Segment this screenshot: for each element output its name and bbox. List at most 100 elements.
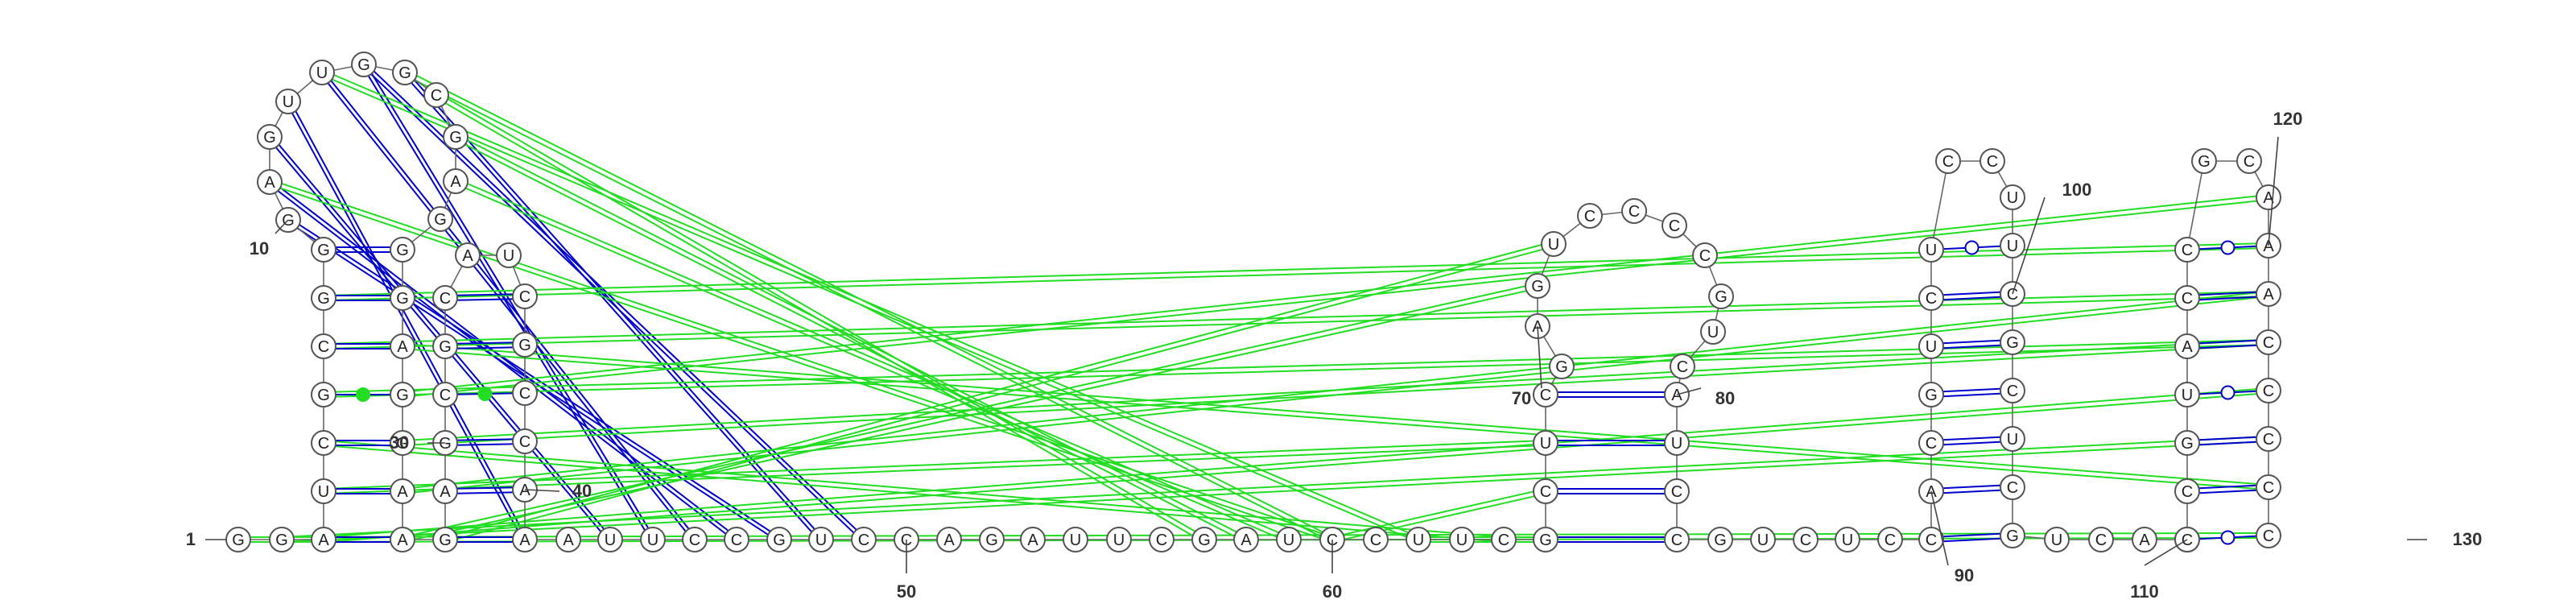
nucleotide-circle [555, 527, 581, 552]
nucleotide-circle [390, 333, 415, 359]
nucleotide-circle [1662, 213, 1687, 238]
noncanonical-pair-marker [2220, 385, 2235, 400]
nucleotide-113: U [2174, 382, 2200, 407]
nucleotide-letter: G [1925, 387, 1938, 404]
nucleotide-circle [2174, 285, 2200, 311]
nucleotide-circle [1979, 148, 2005, 174]
nucleotide-circle [275, 89, 301, 114]
nucleotide-84: G [1707, 527, 1733, 552]
pseudoknot-pair-line [324, 391, 2269, 543]
nucleotide-56: C [1149, 527, 1174, 552]
nucleotide-letter: G [275, 532, 288, 549]
nucleotide-letter: G [773, 532, 786, 549]
nucleotide-27: A [390, 527, 415, 552]
nucleotide-letter: U [283, 93, 294, 111]
nucleotide-circle [851, 527, 877, 552]
nucleotide-circle [512, 428, 538, 454]
nucleotide-7: C [311, 333, 336, 359]
nucleotide-letter: G [439, 532, 452, 549]
nucleotide-86: C [1793, 527, 1818, 552]
nucleotide-circle [1533, 527, 1558, 552]
nucleotide-108: A [2132, 527, 2157, 552]
nucleotide-circle [2132, 527, 2157, 552]
nucleotide-circle [390, 237, 415, 263]
nucleotide-circle [808, 527, 834, 552]
nucleotide-circle [432, 478, 458, 504]
nucleotide-letter: C [1671, 532, 1682, 549]
nucleotide-letter: C [440, 387, 451, 404]
nucleotide-letter: U [1540, 435, 1551, 453]
nucleotide-letter: C [1926, 290, 1937, 308]
nucleotide-circle [1918, 237, 1944, 263]
nucleotide-94: C [1918, 285, 1944, 311]
nucleotide-circle [2000, 378, 2025, 403]
nucleotide-29: A [432, 478, 458, 504]
nucleotide-letter: A [2139, 532, 2150, 549]
base-pair-line [444, 491, 526, 494]
pseudoknot-pair-line [324, 444, 1546, 494]
nucleotide-letter: C [2263, 431, 2274, 449]
nucleotide-letter: U [1413, 532, 1424, 549]
position-tick [1676, 387, 1702, 395]
nucleotide-79: C [1670, 354, 1695, 379]
nucleotide-88: C [1877, 527, 1903, 552]
nucleotide-circle [724, 527, 749, 552]
nucleotide-letter: U [2182, 387, 2193, 404]
nucleotide-letter: A [1241, 532, 1252, 549]
nucleotide-letter: U [2051, 532, 2062, 549]
nucleotide-circle [311, 333, 336, 359]
nucleotide-circle [1877, 527, 1903, 552]
nucleotide-circle [390, 527, 415, 552]
tertiary-interaction-line [287, 221, 779, 542]
nucleotide-circle [390, 285, 415, 311]
nucleotide-122: C [2256, 329, 2281, 355]
nucleotide-letter: G [2181, 435, 2194, 453]
nucleotide-circle [1449, 527, 1475, 552]
nucleotide-circle [423, 82, 449, 108]
nucleotide-circle [2174, 430, 2200, 456]
nucleotide-25: G [390, 430, 415, 456]
position-tick [2268, 136, 2279, 246]
nucleotide-69: G [1549, 354, 1575, 379]
nucleotide-letter: G [2198, 153, 2211, 171]
nucleotide-letter: U [1671, 435, 1682, 453]
nucleotide-letter: U [503, 247, 514, 265]
nucleotide-circle [2174, 478, 2200, 504]
gu-pair-marker [477, 387, 493, 401]
nucleotide-18: G [443, 124, 469, 150]
nucleotide-circle [1621, 198, 1647, 224]
nucleotide-4: U [311, 478, 336, 504]
nucleotide-circle [1533, 478, 1558, 504]
nucleotide-116: C [2174, 237, 2200, 263]
position-label: 120 [2273, 109, 2303, 129]
nucleotide-73: C [1577, 203, 1603, 229]
base-pair-line [444, 341, 526, 345]
nucleotide-41: A [512, 527, 538, 552]
nucleotide-105: G [2000, 523, 2025, 548]
nucleotide-circle [390, 382, 415, 407]
tertiary-interaction-line [320, 72, 694, 542]
base-pair-line [2186, 484, 2269, 490]
backbone-segment [2186, 160, 2205, 250]
nucleotide-letter: C [731, 532, 742, 549]
position-label: 70 [1512, 388, 1531, 408]
nucleotide-letter: G [317, 242, 330, 259]
nucleotide-104: C [2000, 474, 2025, 500]
nucleotide-83: C [1664, 527, 1690, 552]
nucleotide-letter: A [2263, 286, 2274, 304]
nucleotide-112: G [2174, 430, 2200, 456]
nucleotide-circle [1149, 527, 1174, 552]
position-label: 1 [186, 529, 196, 549]
pseudoknot-pair-line [1331, 488, 1546, 539]
tertiary-interaction-line [323, 70, 697, 540]
nucleotide-circle [257, 124, 283, 150]
nucleotide-36: C [512, 283, 538, 309]
nucleotide-letter: A [519, 482, 530, 499]
nucleotide-letter: C [318, 338, 329, 356]
nucleotide-5: C [311, 430, 336, 456]
backbone-segment [1930, 160, 1949, 250]
nucleotide-circle [432, 285, 458, 311]
nucleotide-circle [311, 285, 336, 311]
pseudoknot-pair-line [402, 343, 2269, 446]
nucleotide-119: A [2256, 184, 2281, 210]
